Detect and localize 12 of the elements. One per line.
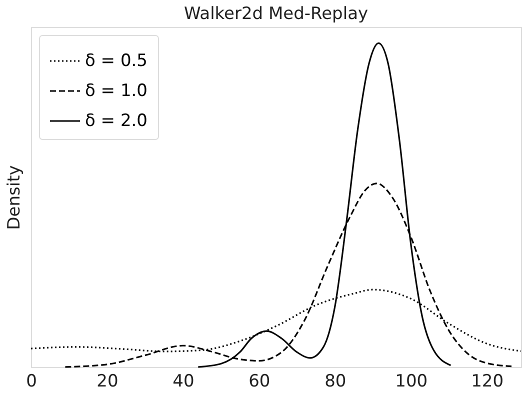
chart-title: Walker2d Med-Replay bbox=[184, 4, 368, 24]
legend-label: δ = 0.5 bbox=[85, 51, 148, 71]
x-tick-label: 60 bbox=[248, 372, 270, 392]
y-axis-title: Density bbox=[4, 165, 24, 230]
x-tick-label: 0 bbox=[26, 372, 37, 392]
x-tick-label: 20 bbox=[96, 372, 118, 392]
legend-label: δ = 1.0 bbox=[85, 81, 148, 101]
x-tick-label: 40 bbox=[172, 372, 194, 392]
x-tick-label: 120 bbox=[471, 372, 504, 392]
x-tick-label: 80 bbox=[324, 372, 346, 392]
legend-label: δ = 2.0 bbox=[85, 111, 148, 131]
x-tick-label: 100 bbox=[395, 372, 428, 392]
